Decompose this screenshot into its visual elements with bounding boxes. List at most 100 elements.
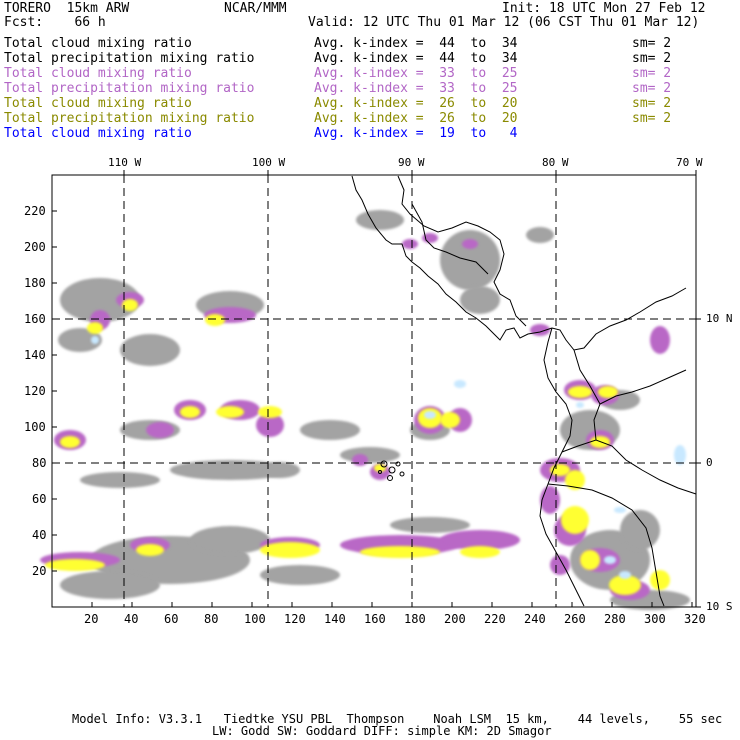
x-tick-label: 240 — [524, 612, 546, 626]
mid-cloud-area — [540, 486, 560, 514]
low-cloud-area — [568, 386, 592, 398]
border-line — [411, 203, 489, 275]
high-cloud-area — [58, 328, 102, 352]
longitude-label: 100 W — [252, 156, 286, 169]
longitude-label: 90 W — [398, 156, 425, 169]
y-tick-label: 120 — [24, 384, 46, 398]
yucatan-coast — [397, 175, 527, 327]
x-tick-label: 300 — [644, 612, 666, 626]
high-cloud-area — [460, 286, 500, 314]
andes-border-1 — [561, 439, 697, 495]
y-tick-label: 100 — [24, 420, 46, 434]
high-cloud-area — [190, 526, 270, 554]
low-cloud-area — [580, 550, 600, 570]
mid-cloud-area — [650, 326, 670, 354]
low-cloud-area — [45, 559, 105, 571]
legend-smoothing: sm= 2 — [632, 36, 672, 51]
legend-label: Total cloud mixing ratio — [4, 96, 192, 111]
y-tick-label: 180 — [24, 276, 46, 290]
low-cloud-area — [440, 412, 460, 428]
cold-core-area — [674, 445, 686, 465]
low-cloud-area — [60, 436, 80, 448]
cold-core-area — [614, 507, 626, 513]
x-tick-label: 180 — [404, 612, 426, 626]
legend-k-index: Avg. k-index = 26 to 20 — [314, 111, 518, 126]
x-tick-label: 60 — [164, 612, 179, 626]
low-cloud-area — [561, 506, 589, 534]
low-cloud-area — [598, 386, 618, 398]
y-tick-label: 60 — [32, 492, 47, 506]
high-cloud-area — [526, 227, 554, 243]
legend-k-index: Avg. k-index = 33 to 25 — [314, 81, 518, 96]
y-tick-label: 40 — [32, 528, 47, 542]
low-cloud-area — [216, 406, 244, 418]
mid-cloud-area — [462, 239, 478, 249]
mid-cloud-area — [440, 530, 520, 550]
high-cloud-area — [260, 462, 300, 478]
legend-label: Total precipitation mixing ratio — [4, 81, 255, 96]
lat-lon-grid — [52, 175, 696, 607]
x-tick-label: 160 — [364, 612, 386, 626]
cold-core-area — [576, 402, 584, 408]
high-cloud-area — [60, 278, 140, 322]
mid-cloud-area — [402, 239, 418, 249]
mid-cloud-area — [146, 422, 174, 438]
y-tick-label: 160 — [24, 312, 46, 326]
x-tick-label: 260 — [564, 612, 586, 626]
longitude-label: 70 W — [676, 156, 703, 169]
x-tick-label: 220 — [484, 612, 506, 626]
y-tick-label: 80 — [32, 456, 47, 470]
mid-cloud-area — [352, 454, 368, 466]
high-cloud-area — [300, 420, 360, 440]
legend-smoothing: sm= 2 — [632, 81, 672, 96]
x-tick-label: 100 — [244, 612, 266, 626]
legend-k-index: Avg. k-index = 26 to 20 — [314, 96, 518, 111]
latitude-label: 10 N — [706, 312, 733, 325]
high-cloud-area — [340, 447, 400, 463]
andes-border-4 — [573, 349, 601, 405]
longitude-label: 80 W — [542, 156, 569, 169]
legend-label: Total precipitation mixing ratio — [4, 51, 255, 66]
legend-smoothing: sm= 2 — [632, 96, 672, 111]
high-cloud-area — [260, 565, 340, 585]
x-tick-label: 120 — [284, 612, 306, 626]
legend-k-index: Avg. k-index = 44 to 34 — [314, 36, 518, 51]
legend-label: Total cloud mixing ratio — [4, 66, 192, 81]
high-cloud-area — [80, 472, 160, 488]
low-cloud-area — [565, 470, 585, 490]
physics-info: LW: Godd SW: Goddard DIFF: simple KM: 2D… — [212, 724, 552, 738]
legend-label: Total cloud mixing ratio — [4, 126, 192, 141]
high-cloud-area — [620, 510, 660, 550]
y-tick-label: 140 — [24, 348, 46, 362]
high-cloud-area — [170, 460, 290, 480]
forecast-hour: Fcst: 66 h — [4, 15, 106, 30]
y-tick-label: 220 — [24, 204, 46, 218]
south-america-north-coast — [551, 287, 687, 351]
latitude-label: 10 S — [706, 600, 733, 613]
cold-core-area — [619, 571, 631, 579]
model-info: Model Info: V3.3.1 Tiedtke YSU PBL Thomp… — [72, 712, 723, 726]
low-cloud-area — [180, 406, 200, 418]
low-cloud-area — [260, 542, 320, 558]
low-cloud-area — [136, 544, 164, 556]
low-cloud-area — [460, 546, 500, 558]
mid-cloud-area — [256, 413, 284, 437]
low-cloud-area — [205, 314, 225, 326]
x-tick-label: 140 — [324, 612, 346, 626]
cold-core-area — [454, 380, 466, 388]
x-tick-label: 200 — [444, 612, 466, 626]
x-tick-label: 40 — [124, 612, 139, 626]
longitude-label: 110 W — [108, 156, 142, 169]
legend-smoothing: sm= 2 — [632, 111, 672, 126]
legend-label: Total cloud mixing ratio — [4, 36, 192, 51]
high-cloud-area — [356, 210, 404, 230]
coastlines — [351, 175, 697, 607]
high-cloud-area — [120, 334, 180, 366]
low-cloud-area — [122, 299, 138, 311]
tick-marks — [52, 170, 701, 608]
galapagos-islands — [378, 460, 405, 481]
valid-time: Valid: 12 UTC Thu 01 Mar 12 (06 CST Thu … — [308, 15, 700, 30]
init-time: Init: 18 UTC Mon 27 Feb 12 — [502, 1, 706, 16]
low-cloud-area — [650, 570, 670, 590]
